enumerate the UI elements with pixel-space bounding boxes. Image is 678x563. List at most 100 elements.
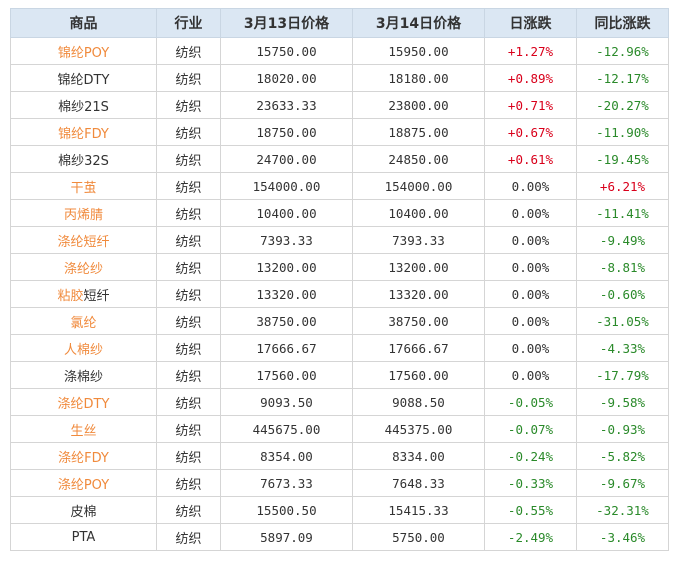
industry-cell: 纺织 (156, 253, 221, 281)
industry-cell: 纺织 (156, 172, 221, 200)
price-mar13-cell: 24700.00 (220, 145, 353, 173)
commodity-cell: PTA (10, 523, 157, 551)
header-price-mar14: 3月14日价格 (352, 8, 485, 38)
table-row: 干茧 纺织 154000.00 154000.00 0.00% +6.21% (10, 172, 669, 200)
price-mar14-cell: 38750.00 (352, 307, 485, 335)
table-row: 锦纶FDY 纺织 18750.00 18875.00 +0.67% -11.90% (10, 118, 669, 146)
commodity-cell[interactable]: 涤纶FDY (10, 442, 157, 470)
price-mar13-cell: 154000.00 (220, 172, 353, 200)
commodity-cell[interactable]: 生丝 (10, 415, 157, 443)
table-row: 涤纶纱 纺织 13200.00 13200.00 0.00% -8.81% (10, 253, 669, 281)
yoy-change-cell: -32.31% (576, 496, 669, 524)
daily-change-cell: 0.00% (484, 253, 577, 281)
price-mar13-cell: 7673.33 (220, 469, 353, 497)
table-row: 棉纱21S 纺织 23633.33 23800.00 +0.71% -20.27% (10, 91, 669, 119)
commodity-cell[interactable]: 涤纶纱 (10, 253, 157, 281)
price-mar14-cell: 154000.00 (352, 172, 485, 200)
daily-change-cell: +0.67% (484, 118, 577, 146)
commodity-link[interactable]: 涤纶短纤 (57, 234, 110, 250)
table-row: 涤纶短纤 纺织 7393.33 7393.33 0.00% -9.49% (10, 226, 669, 254)
table-row: 人棉纱 纺织 17666.67 17666.67 0.00% -4.33% (10, 334, 669, 362)
industry-cell: 纺织 (156, 496, 221, 524)
commodity-cell[interactable]: 氯纶 (10, 307, 157, 335)
price-mar14-cell: 445375.00 (352, 415, 485, 443)
daily-change-cell: +0.71% (484, 91, 577, 119)
commodity-cell: 棉纱21S (10, 91, 157, 119)
industry-cell: 纺织 (156, 280, 221, 308)
price-mar13-cell: 13320.00 (220, 280, 353, 308)
commodity-link[interactable]: 锦纶FDY (58, 126, 109, 142)
price-mar14-cell: 8334.00 (352, 442, 485, 470)
commodity-cell[interactable]: 涤纶短纤 (10, 226, 157, 254)
price-mar13-cell: 13200.00 (220, 253, 353, 281)
commodity-cell: 涤棉纱 (10, 361, 157, 389)
industry-cell: 纺织 (156, 415, 221, 443)
commodity-link[interactable]: 丙烯腈 (63, 207, 103, 223)
commodity-cell[interactable]: 干茧 (10, 172, 157, 200)
commodity-cell[interactable]: 涤纶POY (10, 469, 157, 497)
industry-cell: 纺织 (156, 37, 221, 65)
price-mar13-cell: 15750.00 (220, 37, 353, 65)
price-mar14-cell: 7648.33 (352, 469, 485, 497)
price-mar13-cell: 9093.50 (220, 388, 353, 416)
table-row: 丙烯腈 纺织 10400.00 10400.00 0.00% -11.41% (10, 199, 669, 227)
price-mar14-cell: 18180.00 (352, 64, 485, 92)
commodity-link[interactable]: 粘胶 (57, 288, 84, 304)
commodity-cell[interactable]: 锦纶POY (10, 37, 157, 65)
commodity-cell[interactable]: 涤纶DTY (10, 388, 157, 416)
daily-change-cell: 0.00% (484, 307, 577, 335)
yoy-change-cell: -0.60% (576, 280, 669, 308)
commodity-name: 涤棉纱 (63, 369, 103, 385)
table-row: 生丝 纺织 445675.00 445375.00 -0.07% -0.93% (10, 415, 669, 443)
commodity-link[interactable]: 涤纶DTY (57, 396, 110, 412)
price-mar14-cell: 10400.00 (352, 199, 485, 227)
yoy-change-cell: -20.27% (576, 91, 669, 119)
commodity-cell: 皮棉 (10, 496, 157, 524)
commodity-link[interactable]: 涤纶FDY (58, 450, 109, 466)
industry-cell: 纺织 (156, 388, 221, 416)
commodity-cell[interactable]: 丙烯腈 (10, 199, 157, 227)
daily-change-cell: 0.00% (484, 226, 577, 254)
industry-cell: 纺织 (156, 523, 221, 551)
commodity-name: 短纤 (83, 288, 110, 304)
price-mar14-cell: 5750.00 (352, 523, 485, 551)
industry-cell: 纺织 (156, 199, 221, 227)
table-row: 锦纶DTY 纺织 18020.00 18180.00 +0.89% -12.17% (10, 64, 669, 92)
industry-cell: 纺织 (156, 307, 221, 335)
commodity-link[interactable]: 涤纶纱 (63, 261, 103, 277)
table-row: 氯纶 纺织 38750.00 38750.00 0.00% -31.05% (10, 307, 669, 335)
commodity-link[interactable]: 干茧 (70, 180, 97, 196)
price-mar14-cell: 7393.33 (352, 226, 485, 254)
price-mar13-cell: 10400.00 (220, 199, 353, 227)
table-row: 粘胶短纤 纺织 13320.00 13320.00 0.00% -0.60% (10, 280, 669, 308)
daily-change-cell: -0.05% (484, 388, 577, 416)
daily-change-cell: 0.00% (484, 334, 577, 362)
price-mar13-cell: 23633.33 (220, 91, 353, 119)
commodity-link[interactable]: 涤纶POY (57, 477, 110, 493)
commodity-cell[interactable]: 锦纶FDY (10, 118, 157, 146)
commodity-name: 皮棉 (70, 504, 97, 520)
price-table: 商品 行业 3月13日价格 3月14日价格 日涨跌 同比涨跌 锦纶POY 纺织 15… (10, 8, 669, 551)
yoy-change-cell: -8.81% (576, 253, 669, 281)
yoy-change-cell: -31.05% (576, 307, 669, 335)
commodity-link[interactable]: 氯纶 (70, 315, 97, 331)
commodity-link[interactable]: 锦纶POY (57, 45, 110, 61)
table-row: 涤纶POY 纺织 7673.33 7648.33 -0.33% -9.67% (10, 469, 669, 497)
yoy-change-cell: -3.46% (576, 523, 669, 551)
table-row: 涤纶DTY 纺织 9093.50 9088.50 -0.05% -9.58% (10, 388, 669, 416)
commodity-cell[interactable]: 人棉纱 (10, 334, 157, 362)
yoy-change-cell: -12.17% (576, 64, 669, 92)
commodity-link[interactable]: 人棉纱 (63, 342, 103, 358)
price-mar14-cell: 23800.00 (352, 91, 485, 119)
price-mar13-cell: 8354.00 (220, 442, 353, 470)
price-mar14-cell: 13200.00 (352, 253, 485, 281)
commodity-link[interactable]: 生丝 (70, 423, 97, 439)
table-row: 棉纱32S 纺织 24700.00 24850.00 +0.61% -19.45% (10, 145, 669, 173)
industry-cell: 纺织 (156, 118, 221, 146)
commodity-cell: 棉纱32S (10, 145, 157, 173)
commodity-cell[interactable]: 粘胶短纤 (10, 280, 157, 308)
yoy-change-cell: -17.79% (576, 361, 669, 389)
daily-change-cell: 0.00% (484, 172, 577, 200)
table-row: 涤纶FDY 纺织 8354.00 8334.00 -0.24% -5.82% (10, 442, 669, 470)
table-row: 涤棉纱 纺织 17560.00 17560.00 0.00% -17.79% (10, 361, 669, 389)
